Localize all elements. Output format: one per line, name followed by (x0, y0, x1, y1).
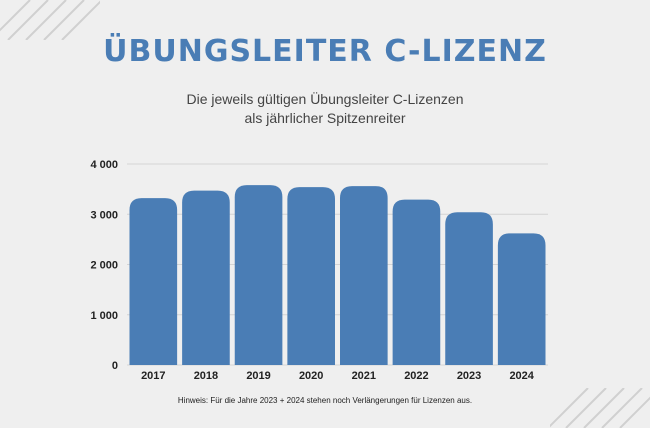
y-tick-label: 1 000 (90, 310, 118, 322)
subtitle-line-1: Die jeweils gültigen Übungsleiter C-Lize… (186, 91, 464, 107)
bar-2023 (445, 212, 493, 365)
y-tick-label: 2 000 (90, 260, 118, 272)
chart-title: ÜBUNGSLEITER C-LIZENZ (103, 34, 547, 69)
y-tick-label: 3 000 (90, 209, 118, 221)
bars (129, 185, 546, 365)
x-tick-label: 2024 (509, 370, 534, 382)
x-tick-label: 2022 (404, 370, 428, 382)
chart-subtitle: Die jeweils gültigen Übungsleiter C-Lize… (0, 90, 650, 128)
diagonal-stripes-decoration (0, 0, 100, 40)
x-axis-ticks: 2017 2018 2019 2020 2021 2022 2023 2024 (141, 370, 535, 382)
bar-2019 (234, 185, 283, 365)
bar-2024 (497, 233, 546, 365)
x-tick-label: 2021 (352, 370, 376, 382)
bar-2017 (129, 198, 178, 365)
bar-2021 (340, 186, 388, 365)
footnote: Hinweis: Für die Jahre 2023 + 2024 stehe… (177, 396, 473, 405)
y-axis-ticks: 0 1 000 2 000 3 000 4 000 (90, 159, 118, 372)
x-tick-label: 2017 (141, 370, 165, 382)
y-tick-label: 4 000 (90, 159, 118, 171)
x-tick-label: 2020 (299, 370, 323, 382)
x-tick-label: 2019 (246, 370, 270, 382)
bar-2020 (287, 187, 335, 365)
diagonal-stripes-decoration (550, 388, 650, 428)
y-tick-label: 0 (112, 360, 118, 372)
x-tick-label: 2023 (457, 370, 481, 382)
bar-2018 (182, 190, 230, 365)
bar-2022 (392, 199, 441, 365)
subtitle-line-2: als jährlicher Spitzenreiter (244, 110, 406, 126)
x-tick-label: 2018 (194, 370, 218, 382)
